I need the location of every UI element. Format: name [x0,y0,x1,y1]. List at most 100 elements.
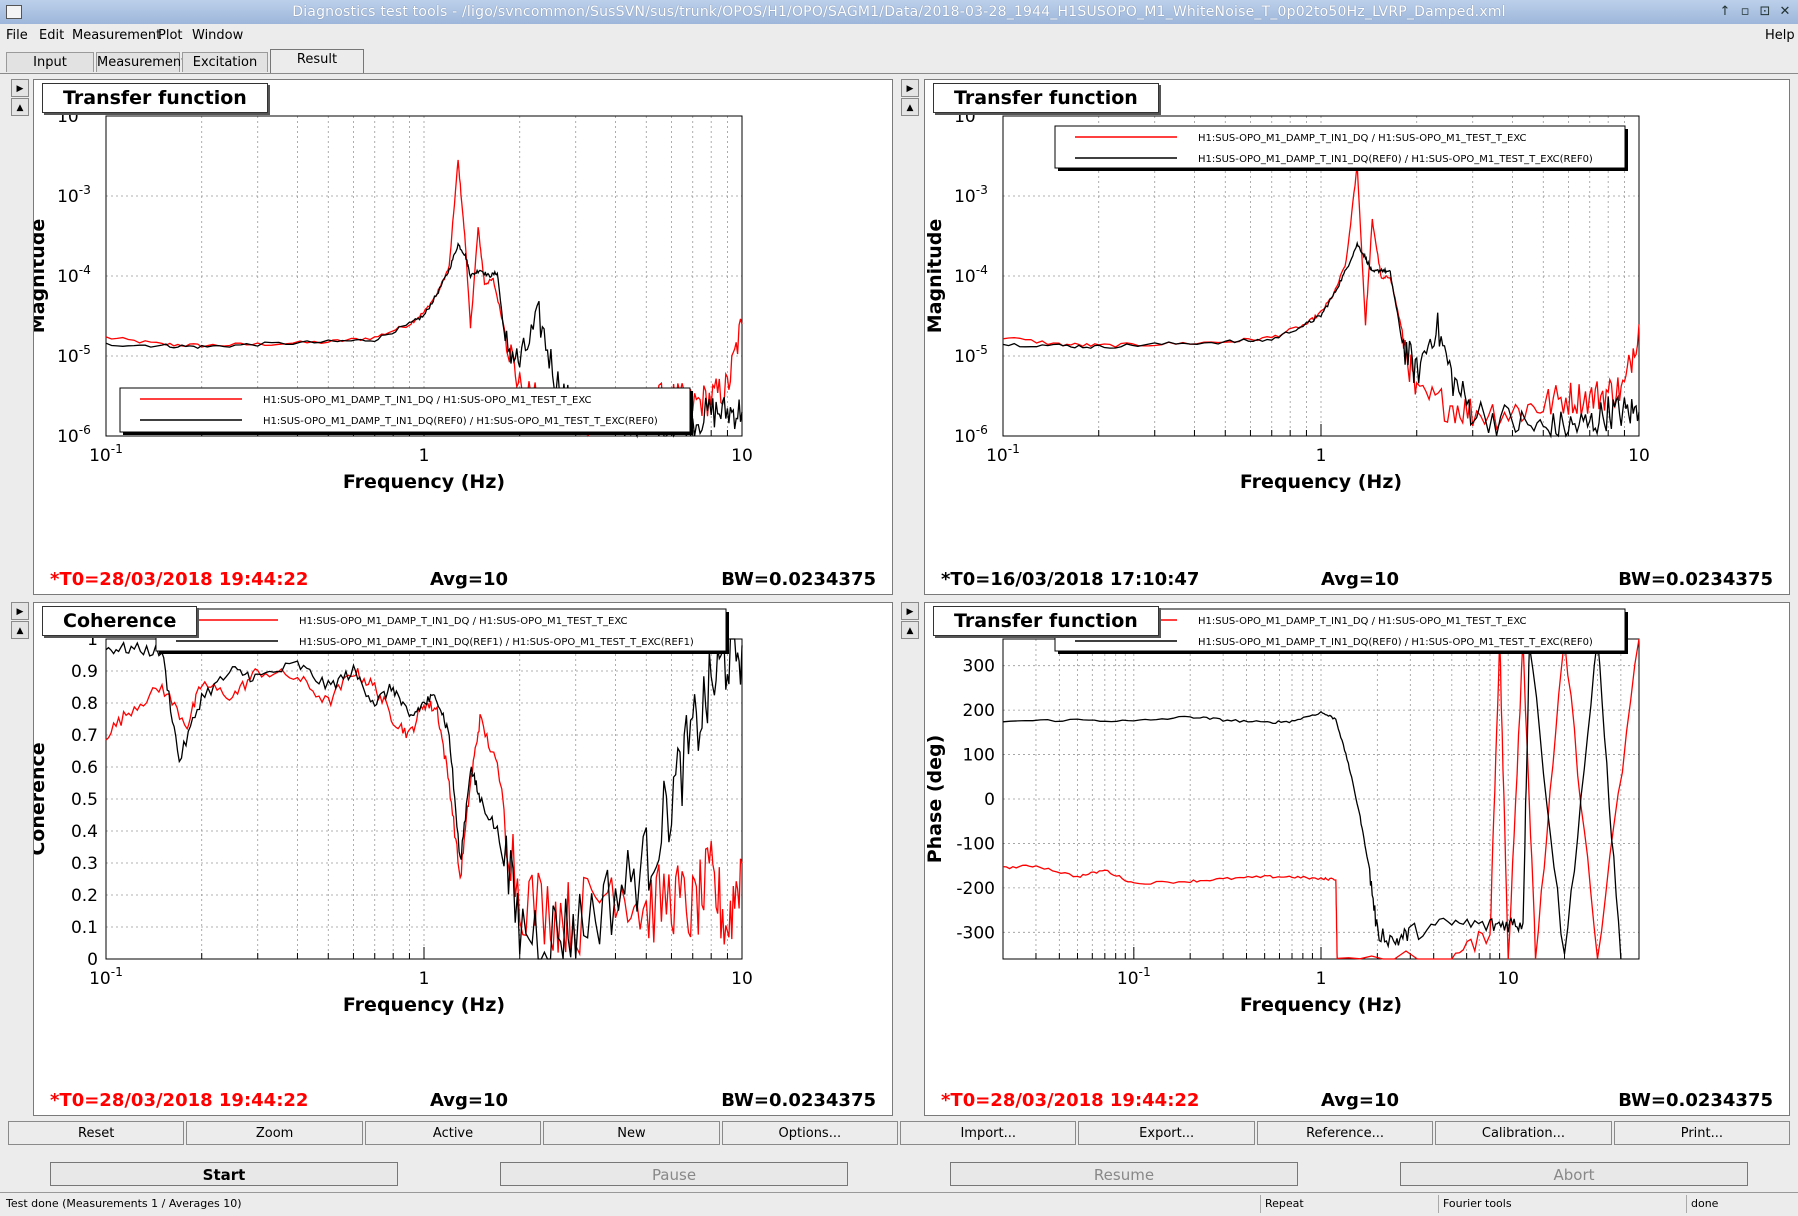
x-tick-label: 10 [731,969,753,989]
menu-help[interactable]: Help [1765,28,1795,43]
x-tick-label: 10 [1628,446,1650,466]
series-line-reference [105,638,743,960]
x-tick-label: 10-1 [89,442,123,466]
status-state: done [1686,1195,1791,1213]
series-line-measured [105,667,743,957]
window-minimize-icon[interactable]: ▫ [1740,4,1750,19]
window-raise-icon[interactable]: ↑ [1719,4,1731,19]
panel-4-prev-icon[interactable]: ▲ [901,621,919,639]
t0-label: *T0=28/03/2018 19:44:22 [50,1090,309,1111]
y-tick-label: 0.8 [71,694,98,714]
avg-label: Avg=10 [430,1090,509,1111]
tab-measurement[interactable]: Measurement [96,52,186,72]
panel-4-next-icon[interactable]: ▶ [901,602,919,620]
series-line-reference [105,241,743,439]
menu-window[interactable]: Window [192,28,244,43]
y-tick-label: -200 [956,879,995,899]
active-button[interactable]: Active [364,1121,542,1145]
bw-label: BW=0.0234375 [1618,1090,1773,1111]
panel-2-next-icon[interactable]: ▶ [901,79,919,97]
window-title: Diagnostics test tools - /ligo/svncommon… [292,4,1506,20]
abort-button[interactable]: Abort [1400,1162,1748,1186]
panel-title: Transfer function [42,83,268,113]
pause-button[interactable]: Pause [500,1162,848,1186]
tab-bar: Input Measurement Excitation Result [0,48,1798,74]
y-tick-label: 0.1 [71,918,98,938]
window-maximize-icon[interactable]: ⊡ [1759,4,1771,19]
menu-plot[interactable]: Plot [158,28,183,43]
y-tick-label: 10-4 [57,263,91,287]
export-button[interactable]: Export... [1078,1121,1255,1145]
x-tick-label: 1 [1316,446,1327,466]
bw-label: BW=0.0234375 [721,569,876,590]
svg-text:10: 10 [1497,969,1519,989]
plot-panel-phase[interactable]: 10-1 1 10 -300 -200 -100 0 100 200 300 Frequency (… [924,602,1790,1116]
plot-coherence[interactable]: 10-1 1 10 0 0.1 0.2 0.3 0.4 0.5 0.6 0.7 0.8 0.9 1 Freq… [34,603,892,1115]
legend-entry: H1:SUS-OPO_M1_DAMP_T_IN1_DQ / H1:SUS-OPO… [299,616,627,627]
panel-title: Transfer function [933,83,1159,113]
legend-entry: H1:SUS-OPO_M1_DAMP_T_IN1_DQ / H1:SUS-OPO… [263,395,591,406]
calibration-button[interactable]: Calibration... [1435,1121,1612,1145]
avg-label: Avg=10 [1321,569,1400,590]
options-button[interactable]: Options... [721,1121,899,1145]
window-title-bar: Diagnostics test tools - /ligo/svncommon… [0,0,1798,25]
panel-3-prev-icon[interactable]: ▲ [11,621,29,639]
menu-file[interactable]: File [6,28,28,43]
panel-1-next-icon[interactable]: ▶ [11,79,29,97]
window-menu-icon[interactable] [6,5,22,19]
y-tick-label: 10-6 [954,423,988,447]
y-tick-label: 0 [984,790,995,810]
legend-entry: H1:SUS-OPO_M1_DAMP_T_IN1_DQ(REF1) / H1:S… [299,637,694,648]
x-axis-label: Frequency (Hz) [1240,994,1402,1016]
reference-button[interactable]: Reference... [1256,1121,1434,1145]
y-tick-label: 1 [87,630,98,650]
x-tick-label: 10-1 [986,442,1020,466]
menu-measurement[interactable]: Measurement [72,28,162,43]
panel-1-prev-icon[interactable]: ▲ [11,98,29,116]
y-tick-label: -100 [956,834,995,854]
zoom-button[interactable]: Zoom [186,1121,363,1145]
plot-phase[interactable]: 10-1 1 10 -300 -200 -100 0 100 200 300 Frequency (… [925,603,1789,1115]
y-tick-label: -300 [956,923,995,943]
resume-button[interactable]: Resume [950,1162,1298,1186]
print-button[interactable]: Print... [1613,1121,1791,1145]
y-tick-label: 10-6 [57,423,91,447]
y-tick-label: 10-3 [57,183,91,207]
tab-result[interactable]: Result [270,49,364,73]
svg-text:10-3: 10-3 [954,183,988,207]
y-tick-label: 200 [963,701,995,721]
legend-entry: H1:SUS-OPO_M1_DAMP_T_IN1_DQ(REF0) / H1:S… [1198,154,1593,165]
new-button[interactable]: New [543,1121,720,1145]
menu-edit[interactable]: Edit [39,28,65,43]
svg-text:10: 10 [1628,446,1650,466]
y-tick-label: 0 [87,950,98,970]
y-axis-label: Phase (deg) [925,735,946,864]
legend-entry: H1:SUS-OPO_M1_DAMP_T_IN1_DQ(REF0) / H1:S… [263,416,658,427]
tab-divider [0,73,1798,74]
window-close-icon[interactable]: ✕ [1779,4,1791,19]
svg-text:10-1: 10-1 [986,442,1020,466]
tab-input[interactable]: Input [6,52,94,72]
plot-panel-coherence[interactable]: 10-1 1 10 0 0.1 0.2 0.3 0.4 0.5 0.6 0.7 0.8 0.9 1 Freq… [33,602,893,1116]
start-button[interactable]: Start [50,1162,398,1186]
reset-button[interactable]: Reset [8,1121,185,1145]
status-tool: Fourier tools [1438,1195,1683,1213]
legend-box [119,387,691,433]
y-tick-label: 0.4 [71,822,98,842]
x-tick-label: 1 [419,446,430,466]
panel-2-prev-icon[interactable]: ▲ [901,98,919,116]
y-tick-label: 10-5 [954,343,988,367]
chart-grid [1002,639,1640,959]
tab-excitation[interactable]: Excitation [182,52,268,72]
chart-grid [105,115,743,437]
y-tick-label: 0.7 [71,726,98,746]
import-button[interactable]: Import... [900,1121,1077,1145]
svg-text:1: 1 [419,969,430,989]
chart-legend: H1:SUS-OPO_M1_DAMP_T_IN1_DQ / H1:SUS-OPO… [119,387,693,435]
panel-3-next-icon[interactable]: ▶ [11,602,29,620]
legend-box [155,608,727,652]
